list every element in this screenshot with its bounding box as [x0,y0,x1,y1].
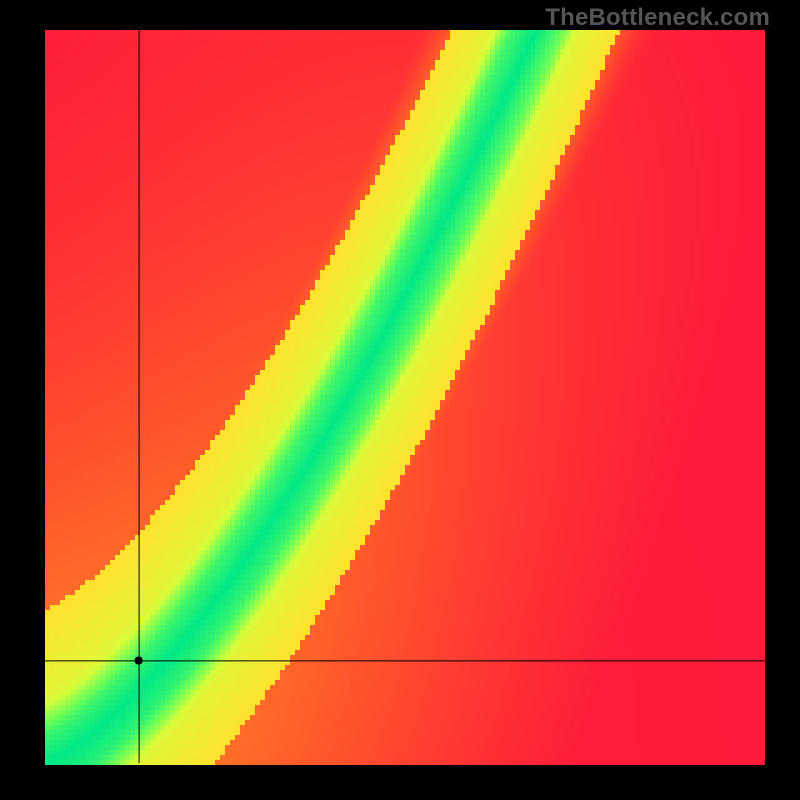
watermark-label: TheBottleneck.com [545,4,770,32]
heatmap-canvas [0,0,800,800]
